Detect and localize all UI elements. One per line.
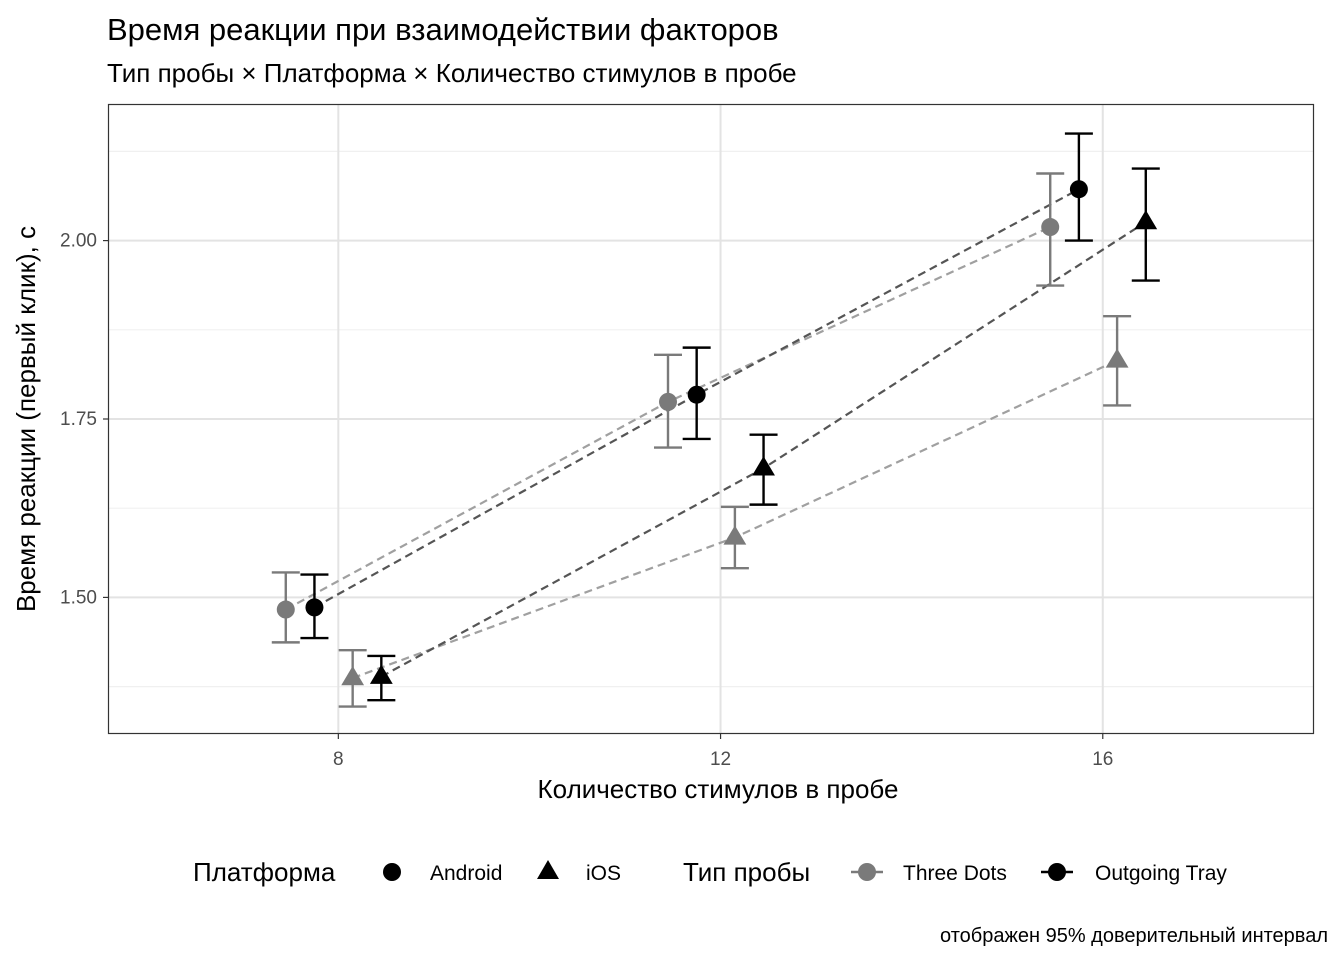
x-tick-label: 12 [710,749,731,770]
y-tick-label: 1.75 [60,409,97,430]
data-point-triangle [752,456,775,476]
grid [109,105,1313,733]
legend-title-trial: Тип пробы [683,857,810,887]
legend-key-outgoing-tray-circle [1048,863,1066,881]
data-point-circle [1069,180,1088,199]
legend-key-three-dots-circle [858,863,876,881]
error-bars [271,132,1160,708]
legend-key-ios-triangle [537,860,559,879]
y-tick-label: 2.00 [60,231,97,252]
y-axis: 1.50 1.75 2.00 [60,231,109,608]
chart-title: Время реакции при взаимодействии факторо… [107,12,779,47]
data-point-triangle [1134,210,1158,230]
data-point-circle [687,385,706,404]
trend-lines [285,188,1147,680]
data-points [276,180,1158,686]
legend: Платформа Android iOS Тип пробы Three Do… [193,857,1227,887]
data-point-triangle [723,525,747,545]
data-point-circle [276,600,295,619]
chart-caption: отображен 95% доверительный интервал [940,925,1328,947]
x-tick-label: 16 [1092,749,1113,770]
legend-title-platform: Платформа [193,857,336,887]
x-axis: 8 12 16 [333,733,1113,770]
legend-label-three-dots: Three Dots [903,862,1007,885]
chart-subtitle: Тип пробы × Платформа × Количество стиму… [107,58,797,88]
x-axis-title: Количество стимулов в пробе [538,774,899,804]
data-point-circle [659,392,677,411]
data-point-triangle [341,666,365,686]
data-point-circle [305,598,324,617]
x-tick-label: 8 [333,749,344,770]
y-tick-label: 1.50 [60,587,97,608]
y-axis-title: Время реакции (первый клик), с [11,226,41,612]
trend-line-outgoing-tray-android [313,188,1080,609]
data-point-circle [1041,218,1060,237]
legend-key-android-circle [383,863,401,881]
legend-label-outgoing-tray: Outgoing Tray [1095,862,1227,885]
data-point-triangle [1105,348,1129,368]
data-point-triangle [369,664,393,684]
legend-label-ios: iOS [586,862,621,885]
legend-label-android: Android [430,862,502,885]
